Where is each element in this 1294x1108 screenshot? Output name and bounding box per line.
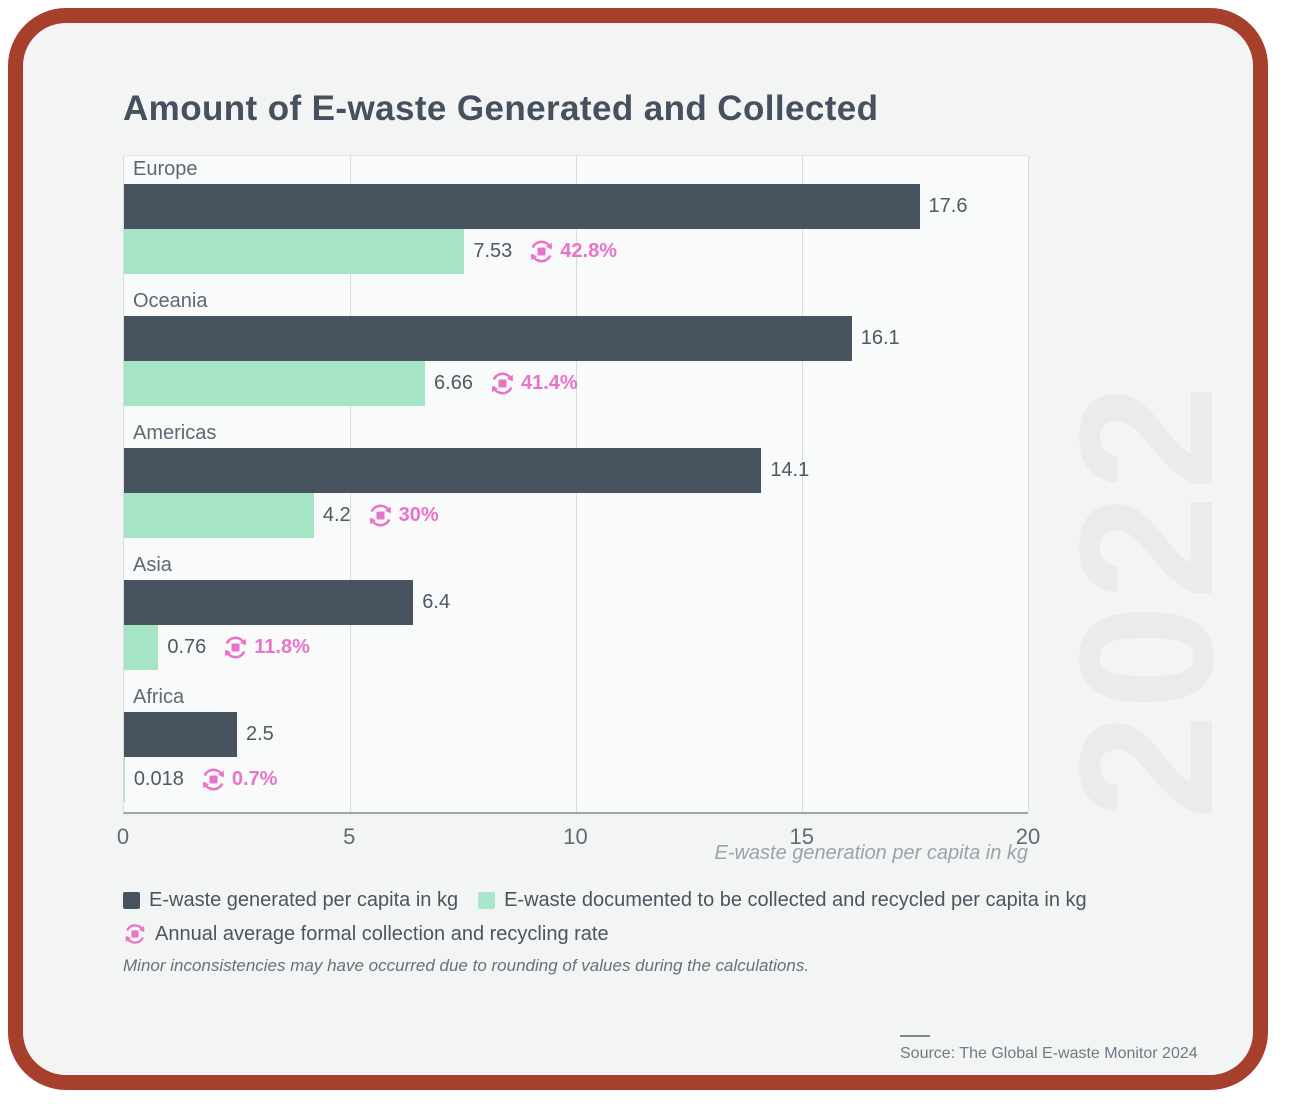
- recycling-rate-icon: [531, 240, 553, 263]
- gridline-20: [1028, 156, 1029, 812]
- rate-value-americas: 30%: [398, 504, 439, 526]
- rate-value-africa: 0.7%: [231, 768, 278, 790]
- bar-collected-asia: [124, 625, 159, 670]
- bar-generated-oceania: [124, 316, 852, 361]
- x-tick-label-0: 0: [116, 824, 130, 849]
- region-group-americas: Americas 14.1 4.2 30%: [124, 420, 1028, 538]
- recycling-rate-icon: [369, 504, 391, 527]
- legend-item-collected: E-waste documented to be collected and r…: [478, 889, 1087, 912]
- x-axis-ticks: 0 5 10 15 20: [117, 814, 1040, 849]
- recycling-rate-icon: [202, 768, 224, 791]
- x-tick-label-15: 15: [789, 824, 814, 849]
- value-generated-europe: 17.6: [928, 195, 968, 217]
- region-label-africa: Africa: [133, 686, 185, 708]
- gridline-15: [802, 156, 803, 812]
- bar-generated-africa: [124, 712, 237, 757]
- region-label-americas: Americas: [133, 422, 217, 444]
- legend-item-generated: E-waste generated per capita in kg: [123, 889, 458, 912]
- value-generated-oceania: 16.1: [860, 327, 900, 349]
- value-collected-africa: 0.018: [133, 768, 184, 790]
- x-axis-title: E-waste generation per capita in kg: [714, 842, 1028, 864]
- card-frame: 2022 Amount of E-waste Generated and Col…: [8, 8, 1268, 1090]
- legend-label-collected: E-waste documented to be collected and r…: [504, 889, 1087, 911]
- recycling-rate-icon: [225, 636, 247, 659]
- rate-badge-europe: 42.8%: [528, 238, 617, 265]
- value-generated-africa: 2.5: [246, 723, 274, 745]
- x-tick-label-5: 5: [343, 824, 356, 849]
- region-label-asia: Asia: [133, 554, 172, 576]
- source-block: Source: The Global E-waste Monitor 2024: [900, 1035, 1253, 1063]
- legend-label-rate: Annual average formal collection and rec…: [155, 922, 609, 945]
- legend-row-1: E-waste generated per capita in kg E-was…: [123, 889, 1243, 912]
- rate-badge-oceania: 41.4%: [489, 370, 578, 397]
- legend-row-2: Annual average formal collection and rec…: [123, 922, 1243, 946]
- value-collected-oceania: 6.66: [434, 372, 473, 394]
- region-group-oceania: Oceania 16.1 6.66 41.4%: [124, 288, 1028, 406]
- recycling-rate-icon: [125, 924, 145, 944]
- bar-generated-americas: [124, 448, 762, 493]
- value-collected-asia: 0.76: [167, 636, 207, 658]
- bar-collected-africa: [124, 757, 125, 802]
- rate-value-asia: 11.8%: [254, 636, 310, 658]
- source-text: Source: The Global E-waste Monitor 2024: [900, 1045, 1198, 1062]
- recycling-rate-icon: [491, 372, 513, 395]
- value-collected-europe: 7.53: [473, 240, 513, 262]
- value-collected-americas: 4.2: [322, 504, 351, 526]
- rate-badge-asia: 11.8%: [222, 634, 310, 661]
- legend: E-waste generated per capita in kg E-was…: [123, 889, 1243, 946]
- bar-collected-oceania: [124, 361, 426, 406]
- x-tick-label-10: 10: [563, 824, 588, 849]
- collected-swatch-icon: [478, 892, 496, 909]
- legend-label-generated: E-waste generated per capita in kg: [149, 889, 459, 911]
- rate-badge-americas: 30%: [367, 502, 439, 529]
- value-generated-asia: 6.4: [422, 591, 451, 613]
- region-group-africa: Africa 2.5 0.018 0.7%: [124, 684, 1028, 802]
- bar-collected-europe: [124, 229, 465, 274]
- x-tick-label-20: 20: [1015, 824, 1041, 849]
- rate-badge-africa: 0.7%: [200, 766, 278, 793]
- footnote: Minor inconsistencies may have occurred …: [123, 956, 810, 975]
- region-group-europe: Europe 17.6 7.53 42.8%: [124, 156, 1028, 274]
- legend-item-rate: Annual average formal collection and rec…: [123, 922, 609, 946]
- rate-value-oceania: 41.4%: [520, 372, 578, 394]
- region-label-europe: Europe: [133, 158, 198, 180]
- source-divider: [900, 1035, 930, 1037]
- chart-panel: Amount of E-waste Generated and Collecte…: [23, 23, 1253, 1075]
- bar-collected-americas: [124, 493, 314, 538]
- bar-generated-europe: [124, 184, 920, 229]
- generated-swatch-icon: [123, 892, 140, 909]
- value-generated-americas: 14.1: [770, 459, 810, 481]
- rate-value-europe: 42.8%: [560, 240, 617, 262]
- bar-generated-asia: [124, 580, 414, 625]
- chart-title: Amount of E-waste Generated and Collecte…: [123, 89, 879, 128]
- region-group-asia: Asia 6.4 0.76 11.8%: [124, 552, 1028, 670]
- region-label-oceania: Oceania: [133, 290, 208, 312]
- plot-area: Europe 17.6 7.53 42.8% Oceania 16.1 6.66 41.4% A…: [123, 155, 1029, 814]
